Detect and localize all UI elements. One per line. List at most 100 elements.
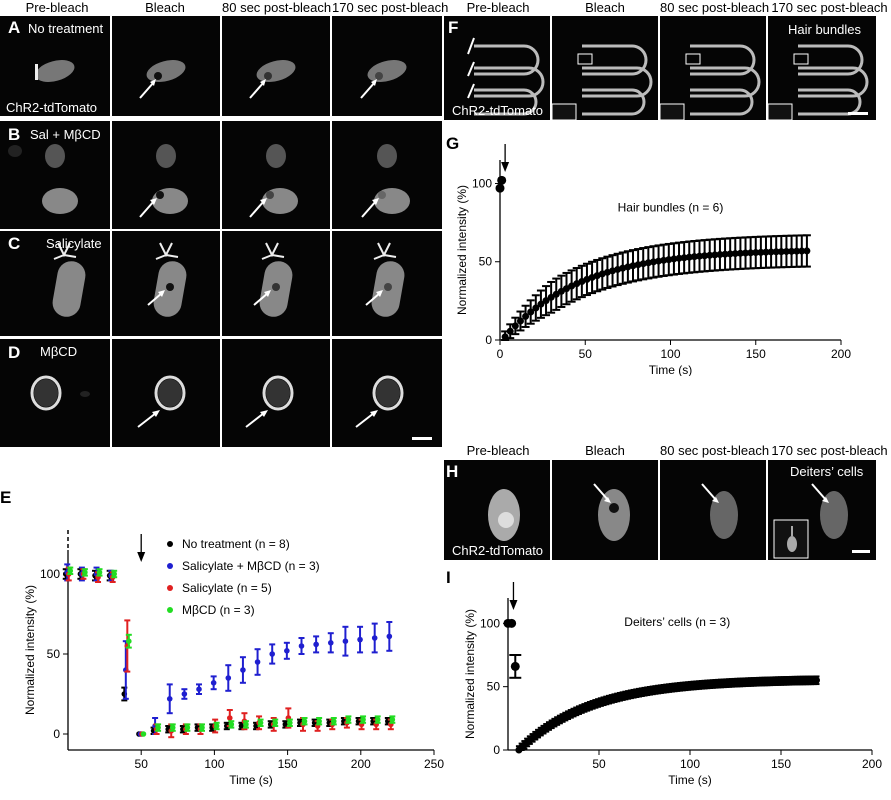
chart-g-point <box>516 317 524 325</box>
chart-g-point <box>803 247 811 255</box>
chart-e-point <box>386 633 393 640</box>
chart-g-y-tick-label: 50 <box>479 255 493 269</box>
header-170sec-left: 170 sec post-bleach <box>332 0 449 15</box>
chart-e-point <box>226 715 233 721</box>
header-80sec-left: 80 sec post-bleach <box>222 0 332 15</box>
label-chr2-tdtomato-h: ChR2-tdTomato <box>452 543 544 558</box>
chart-g-point <box>685 253 693 261</box>
micrograph-f-prebleach <box>444 16 550 120</box>
chart-e-point <box>184 724 191 731</box>
chart-e-point <box>96 569 103 576</box>
micrograph-c-bleach <box>112 231 220 336</box>
chart-e-point <box>67 568 74 574</box>
chart-g-bleach-arrow-head <box>501 162 510 172</box>
chart-e-point <box>360 716 366 723</box>
chart-e-point <box>126 638 132 644</box>
panel-letter-h: H <box>446 462 459 481</box>
micrograph-f-170sec <box>768 16 876 120</box>
chart-g-point <box>747 249 755 257</box>
chart-e-y-tick-label: 100 <box>40 567 60 581</box>
chart-g-point <box>690 253 698 261</box>
panel-letter-e: E <box>0 488 12 507</box>
panel-letter-a: A <box>8 18 21 37</box>
chart-g-x-tick-label: 100 <box>660 347 680 361</box>
chart-g-point <box>798 247 806 255</box>
chart-e-point <box>282 721 289 728</box>
chart-g-point <box>497 175 507 185</box>
chart-g-point <box>537 300 545 308</box>
micrograph-f-bleach <box>552 16 658 120</box>
micrograph-f-80sec <box>660 16 766 120</box>
panel-letter-g: G <box>446 134 460 153</box>
micrograph-b-80sec <box>222 121 330 229</box>
label-chr2-tdtomato-a: ChR2-tdTomato <box>6 100 98 115</box>
chart-e-point <box>169 724 176 731</box>
header-bleach-f: Bleach <box>585 0 625 15</box>
chart-e-legend-entry: No treatment (n = 8) <box>182 537 290 551</box>
chart-e-bleach-arrow-head <box>137 552 146 562</box>
panel-letter-c: C <box>8 234 21 253</box>
chart-g-point <box>511 322 519 330</box>
chart-i-point <box>812 676 820 684</box>
chart-e-point <box>82 569 88 576</box>
micrograph-c-170sec <box>332 231 442 336</box>
chart-g-x-tick-label: 50 <box>579 347 593 361</box>
chart-g-point <box>547 293 555 301</box>
chart-i-x-tick-label: 150 <box>771 757 791 771</box>
micrograph-d-170sec <box>332 339 442 447</box>
chart-e-legend-entry: Salicylate + MβCD (n = 3) <box>182 559 320 573</box>
chart-g-point <box>736 249 744 257</box>
header-bleach-left: Bleach <box>145 0 185 15</box>
chart-e-legend-entry: Salicylate (n = 5) <box>182 581 272 595</box>
chart-e-x-tick-label: 50 <box>135 757 149 771</box>
chart-e-point <box>345 716 352 723</box>
micrograph-a-80sec <box>222 16 330 116</box>
chart-e-point <box>196 686 202 692</box>
label-no-treatment: No treatment <box>28 21 104 36</box>
chart-g-point <box>752 249 760 257</box>
chart-g-point <box>742 249 750 257</box>
chart-e-legend-marker <box>167 563 173 569</box>
chart-e-point <box>374 716 381 723</box>
chart-e-x-axis-label: Time (s) <box>229 773 273 787</box>
chart-e-point <box>210 680 217 686</box>
chart-e-point <box>166 696 173 702</box>
chart-e-legend-entry: MβCD (n = 3) <box>182 603 255 617</box>
chart-g-point <box>721 250 729 258</box>
chart-g-point <box>782 247 790 255</box>
micrograph-h-170sec <box>768 460 876 560</box>
chart-g-point <box>665 256 673 264</box>
chart-i-x-tick-label: 200 <box>862 757 882 771</box>
label-sal-mbcd: Sal + MβCD <box>30 127 101 142</box>
micrograph-h-80sec <box>660 460 766 560</box>
chart-e-point <box>313 641 319 648</box>
chart-e-point <box>330 718 337 724</box>
chart-g-x-tick-label: 0 <box>497 347 504 361</box>
chart-e-y-tick-label: 50 <box>47 647 61 661</box>
chart-g-point <box>552 290 560 298</box>
chart-g-x-axis-label: Time (s) <box>649 363 693 376</box>
chart-e-point <box>240 667 246 673</box>
chart-g-point <box>557 287 565 295</box>
chart-g-point <box>495 183 505 193</box>
header-80sec-f: 80 sec post-bleach <box>660 0 770 15</box>
chart-g-point <box>675 254 683 262</box>
micrograph-b-prebleach <box>0 121 110 229</box>
chart-i-y-tick-label: 100 <box>480 616 500 630</box>
chart-i-x-tick-label: 100 <box>680 757 700 771</box>
chart-g-point <box>731 250 739 258</box>
chart-e-point <box>257 720 264 726</box>
chart-e-point <box>287 720 293 726</box>
chart-g-point <box>501 333 509 341</box>
chart-e-x-tick-label: 150 <box>278 757 298 771</box>
chart-g-x-tick-label: 200 <box>831 347 851 361</box>
chart-e-legend-marker <box>167 607 173 613</box>
label-salicylate: Salicylate <box>46 236 102 251</box>
chart-g-point <box>777 248 785 256</box>
chart-g-point <box>772 248 780 256</box>
chart-e-legend-marker <box>167 541 173 547</box>
header-80sec-h: 80 sec post-bleach <box>660 443 770 458</box>
chart-g-point <box>680 254 688 262</box>
chart-i: 50 100 150 200 0 50 100 Time (s) Normalized inte… <box>463 582 882 787</box>
micrograph-c-80sec <box>222 231 330 336</box>
